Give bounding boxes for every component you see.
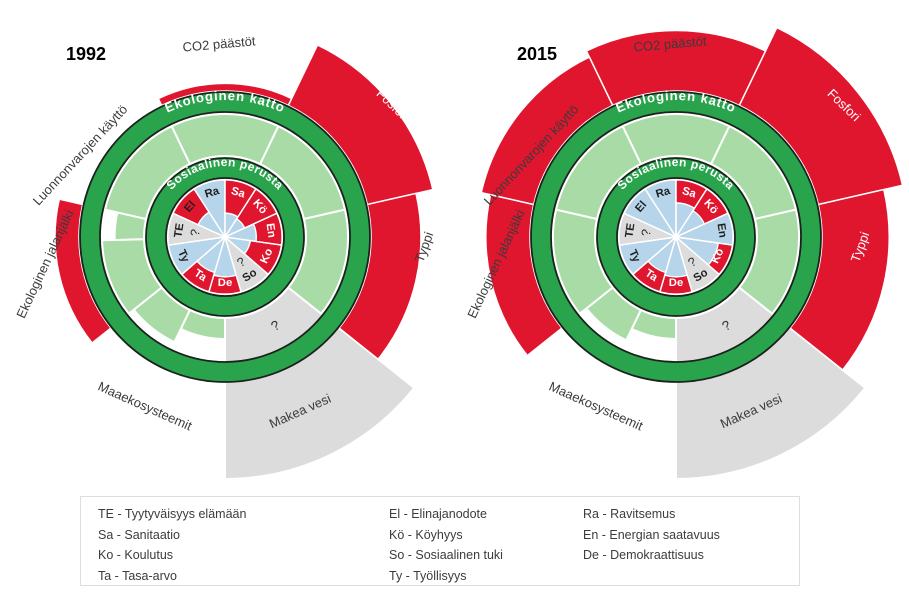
legend-item-Kö: Kö - Köyhyys <box>389 527 463 542</box>
social-divider <box>224 236 269 275</box>
social-divider <box>168 236 226 246</box>
social-label-En: En <box>715 222 729 238</box>
ring-outline <box>616 177 736 297</box>
eco-overshoot-wedge-Typpi <box>338 192 422 361</box>
unknown-marker-TE: ? <box>188 228 203 237</box>
social-divider <box>675 188 708 238</box>
social-label-Ko: Ko <box>709 247 726 266</box>
legend-item-Ta: Ta - Tasa-arvo <box>98 568 177 583</box>
social-label-Ra: Ra <box>203 185 221 201</box>
legend-item-El: El - Elinajanodote <box>389 507 487 521</box>
social-label-Ty: Ty <box>175 248 191 265</box>
social-divider <box>623 212 677 238</box>
social-divider <box>224 236 242 292</box>
ring-outline <box>79 91 371 383</box>
ring-outline <box>596 157 756 317</box>
social-divider <box>193 188 226 238</box>
legend-item-Ra: Ra - Ravitsemus <box>583 507 676 521</box>
eco-level-wedge-Typpi <box>286 208 350 316</box>
ring-outline <box>530 91 822 383</box>
social-label-De: De <box>218 277 232 289</box>
social-label-TE: TE <box>624 222 638 238</box>
eco-unknown-wedge-Makea-vesi <box>224 286 416 481</box>
social-divider <box>675 236 720 275</box>
ring-outline <box>550 111 802 363</box>
social-divider <box>675 236 733 246</box>
social-divider <box>675 236 693 292</box>
eco-level-wedge-Luonnonvarojen-käyttö <box>103 124 192 221</box>
legend-item-So: So - Sosiaalinen tuki <box>389 548 503 562</box>
social-divider <box>172 212 226 238</box>
sector-label-CO2-päästöt: CO2 päästöt <box>633 33 707 54</box>
ring-outline <box>145 157 305 317</box>
eco-overshoot-wedge-Ekologinen-jalanjälki <box>54 198 112 345</box>
ring-outline <box>99 111 351 363</box>
year-label-1992: 1992 <box>66 44 106 64</box>
social-divider <box>619 236 677 246</box>
legend-item-Ty: Ty - Työllisyys <box>389 568 467 583</box>
social-label-Ko: Ko <box>258 247 275 266</box>
sector-label-Maaekosysteemit: Maaekosysteemit <box>547 379 646 434</box>
eco-level-wedge-Typpi <box>737 208 801 316</box>
sector-label-CO2-päästöt: CO2 päästöt <box>182 33 256 54</box>
ecological-ceiling-ring <box>531 92 821 382</box>
social-label-Ty: Ty <box>626 248 642 265</box>
legend-column-1: TE - Tyytyväisyys elämään Sa - Sanitaatio… <box>98 504 246 586</box>
social-label-En: En <box>264 222 278 238</box>
eco-level-wedge-Luonnonvarojen-käyttö <box>554 124 643 221</box>
sector-label-Maaekosysteemit: Maaekosysteemit <box>96 379 195 434</box>
social-divider <box>208 236 226 292</box>
center-dot <box>672 233 680 241</box>
social-divider <box>659 236 677 292</box>
social-foundation-ring <box>597 158 755 316</box>
ring-outline <box>165 177 285 297</box>
eco-overshoot-wedge-Fosfori <box>738 26 904 206</box>
social-divider <box>224 188 257 238</box>
social-label-Sa: Sa <box>230 185 247 201</box>
social-divider <box>181 236 226 275</box>
eco-unknown-wedge-Makea-vesi <box>675 286 867 481</box>
social-divider <box>644 188 677 238</box>
eco-level-wedge-Ekologinen-jalanjälki <box>101 238 164 316</box>
eco-overshoot-wedge-Typpi <box>789 188 890 371</box>
legend-column-3: Ra - Ravitsemus En - Energian saatavuus De… <box>583 504 720 566</box>
social-foundation-ring <box>146 158 304 316</box>
legend: TE - Tyytyväisyys elämään Sa - Sanitaatio… <box>80 496 800 586</box>
legend-item-TE: TE - Tyytyväisyys elämään <box>98 507 247 521</box>
social-divider <box>675 212 729 238</box>
unknown-marker-TE: ? <box>639 228 654 237</box>
legend-column-2: El - Elinajanodote Kö - Köyhyys So - Sosia… <box>389 504 503 586</box>
social-divider <box>632 236 677 275</box>
center-dot <box>221 233 229 241</box>
social-label-Ra: Ra <box>654 185 672 201</box>
social-divider <box>224 236 282 246</box>
ecological-ceiling-ring <box>80 92 370 382</box>
eco-overshoot-wedge-Fosfori <box>287 43 434 206</box>
eco-overshoot-wedge-Luonnonvarojen-käyttö <box>480 56 614 206</box>
social-divider <box>224 212 278 238</box>
year-label-2015: 2015 <box>517 44 557 64</box>
social-label-De: De <box>669 277 683 289</box>
social-label-Sa: Sa <box>681 185 698 201</box>
legend-item-En: En - Energian saatavuus <box>583 527 720 542</box>
legend-item-Ko: Ko - Koulutus <box>98 548 174 562</box>
legend-item-Sa: Sa - Sanitaatio <box>98 527 180 542</box>
social-label-TE: TE <box>173 222 187 238</box>
legend-item-De: De - Demokraattisuus <box>583 548 704 562</box>
